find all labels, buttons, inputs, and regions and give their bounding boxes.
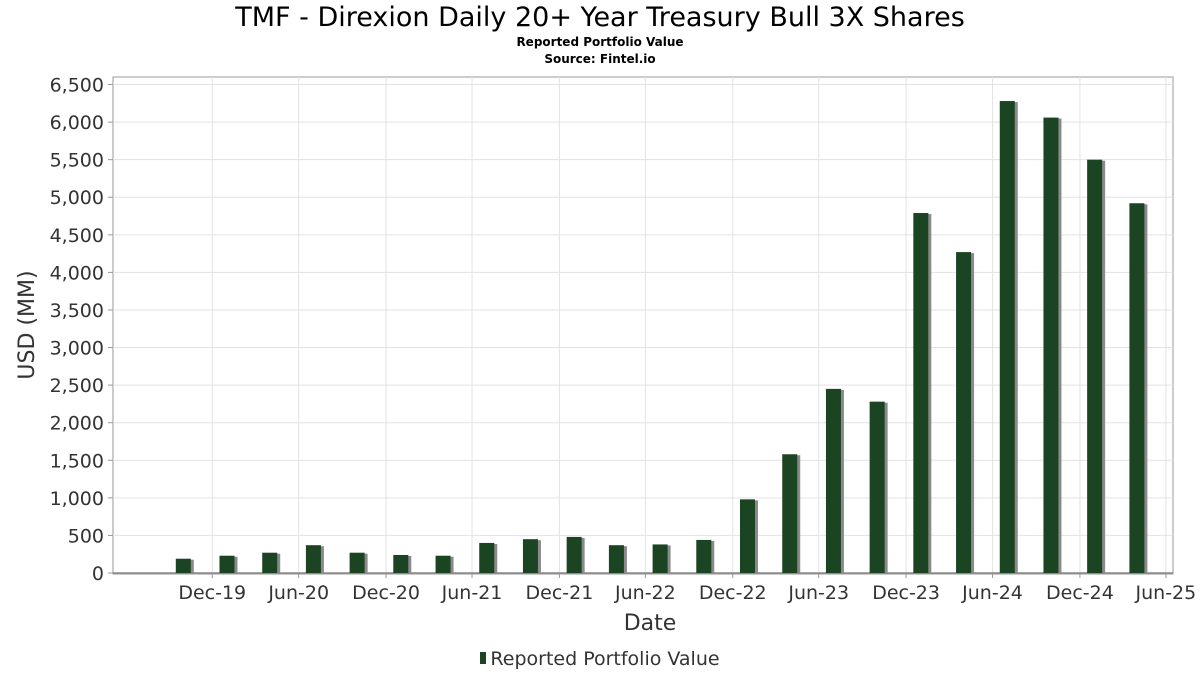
chart-source: Source: Fintel.io (544, 52, 656, 66)
legend-swatch (480, 652, 487, 664)
bar-fill (825, 388, 841, 573)
x-tick-label: Jun-22 (614, 582, 676, 604)
bar-fill (608, 545, 624, 573)
bar-fill (913, 213, 929, 574)
bar-fill (393, 554, 409, 573)
y-tick-label: 1,000 (50, 488, 104, 510)
bar (782, 454, 801, 573)
bar-fill (1129, 203, 1145, 573)
y-tick-label: 4,500 (50, 225, 104, 247)
chart-title: TMF - Direxion Daily 20+ Year Treasury B… (235, 2, 965, 33)
bar-fill (479, 542, 495, 573)
bar (869, 401, 888, 573)
y-tick-label: 6,500 (50, 75, 104, 97)
bar (608, 545, 627, 573)
bar (479, 542, 498, 573)
y-tick-label: 2,500 (50, 375, 104, 397)
bar (652, 544, 671, 573)
bar (393, 554, 412, 573)
bar (1043, 117, 1062, 573)
y-tick-label: 5,500 (50, 150, 104, 172)
y-tick-label: 0 (92, 563, 104, 585)
bar (219, 555, 238, 573)
x-axis-label: Date (624, 611, 677, 636)
x-tick-label: Jun-20 (267, 582, 329, 604)
bar (566, 536, 585, 573)
x-tick-label: Jun-23 (787, 582, 849, 604)
bar (739, 499, 758, 573)
y-tick-label: 4,000 (50, 262, 104, 284)
y-tick-label: 500 (68, 525, 104, 547)
y-tick-label: 6,000 (50, 112, 104, 134)
y-tick-label: 1,500 (50, 450, 104, 472)
bar-fill (696, 539, 712, 573)
bar-fill (1043, 117, 1059, 573)
bar-fill (349, 552, 365, 573)
bar-fill (782, 454, 798, 573)
bar-series (175, 101, 1148, 574)
x-tick-label: Jun-24 (961, 582, 1023, 604)
bar-fill (566, 536, 582, 573)
bar (522, 539, 541, 573)
bar-fill (219, 555, 235, 573)
x-axis: Dec-19 Jun-20 Dec-20 Jun-21 Dec-21 Jun-22 Dec-… (113, 572, 1197, 604)
bar (1129, 203, 1148, 573)
legend-label: Reported Portfolio Value (490, 648, 720, 670)
bar-fill (175, 558, 191, 573)
bar-fill (652, 544, 668, 573)
y-tick-label: 3,000 (50, 338, 104, 360)
bar (999, 101, 1018, 573)
x-tick-label: Dec-23 (872, 582, 940, 604)
y-axis: 0 500 1,000 1,500 2,000 2,500 3,000 3,500 4,000 4… (50, 75, 113, 585)
bar (913, 213, 932, 574)
x-tick-label: Dec-22 (699, 582, 767, 604)
x-tick-label: Dec-20 (352, 582, 420, 604)
bar (825, 388, 844, 573)
bar-fill (435, 555, 451, 573)
bar (956, 252, 975, 573)
bar-fill (739, 499, 755, 573)
bar (1087, 159, 1106, 573)
bar-fill (262, 552, 278, 573)
bar-fill (1087, 159, 1103, 573)
y-tick-label: 3,500 (50, 300, 104, 322)
y-tick-label: 2,000 (50, 413, 104, 435)
legend: Reported Portfolio Value (0, 648, 1200, 670)
bar-fill (869, 401, 885, 573)
bar (349, 552, 368, 573)
bar-fill (522, 539, 538, 573)
bar-fill (999, 101, 1015, 573)
chart-subtitle: Reported Portfolio Value (516, 35, 684, 49)
bar (262, 552, 281, 573)
x-tick-label: Jun-25 (1135, 582, 1197, 604)
bar (696, 539, 715, 573)
x-tick-label: Dec-21 (526, 582, 594, 604)
bar (305, 545, 324, 573)
x-tick-label: Dec-24 (1046, 582, 1114, 604)
y-axis-label: USD (MM) (15, 270, 40, 379)
y-tick-label: 5,000 (50, 187, 104, 209)
bar (175, 558, 194, 573)
x-tick-label: Dec-19 (178, 582, 246, 604)
bar (435, 555, 454, 573)
bar-fill (305, 545, 321, 573)
bar-fill (956, 252, 972, 573)
x-tick-label: Jun-21 (441, 582, 503, 604)
